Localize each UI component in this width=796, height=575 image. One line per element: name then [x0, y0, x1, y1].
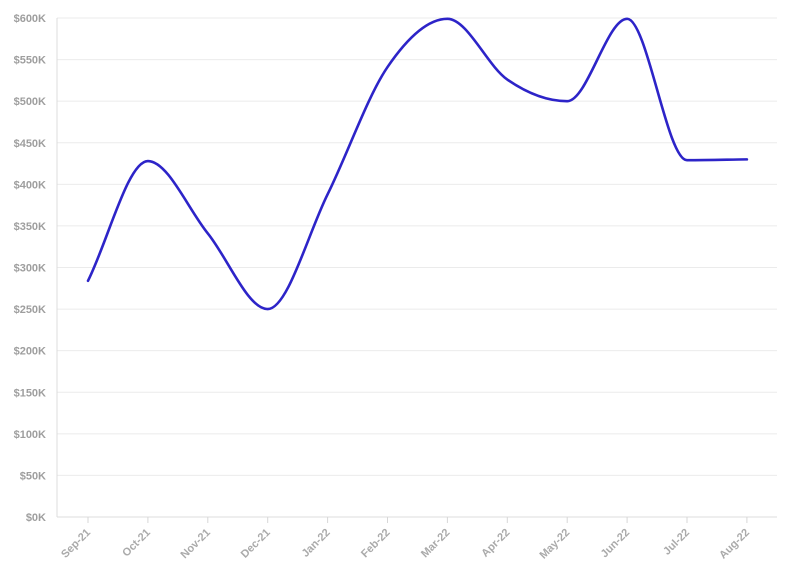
x-tick-label: Oct-21: [120, 527, 153, 560]
x-axis: Sep-21 Oct-21 Nov-21 Dec-21 Jan-22 Feb-22 Mar-…: [57, 516, 777, 562]
y-axis: $0K $50K $100K $150K $200K $250K $300K $350K $40…: [14, 13, 58, 524]
x-tick-label: Mar-22: [419, 527, 453, 561]
y-tick-label: $400K: [14, 179, 46, 191]
y-tick-label: $150K: [14, 387, 46, 399]
x-tick-label: Aug-22: [717, 527, 752, 562]
x-tick-label: Dec-21: [239, 527, 273, 561]
x-tick-label: Feb-22: [359, 527, 393, 561]
y-tick-label: $250K: [14, 304, 46, 316]
x-tick-label: Jan-22: [300, 527, 333, 560]
x-tick-label: Jun-22: [599, 527, 633, 561]
y-tick-label: $300K: [14, 263, 46, 275]
y-tick-label: $200K: [14, 346, 46, 358]
y-tick-label: $350K: [14, 221, 46, 233]
x-tick-label: Apr-22: [479, 527, 512, 560]
series-line: [86, 17, 749, 311]
x-tick-label: Jul-22: [661, 527, 692, 558]
y-tick-label: $0K: [26, 512, 46, 524]
grid: [57, 17, 777, 476]
y-tick-label: $100K: [14, 429, 46, 441]
y-tick-label: $550K: [14, 55, 46, 67]
y-tick-label: $50K: [20, 470, 46, 482]
y-tick-label: $600K: [14, 13, 46, 25]
x-tick-label: Nov-21: [178, 527, 212, 561]
x-tick-label: Sep-21: [59, 527, 93, 561]
y-tick-label: $450K: [14, 138, 46, 150]
x-tick-label: May-22: [537, 527, 572, 562]
y-tick-label: $500K: [14, 96, 46, 108]
series-group: [86, 17, 749, 311]
